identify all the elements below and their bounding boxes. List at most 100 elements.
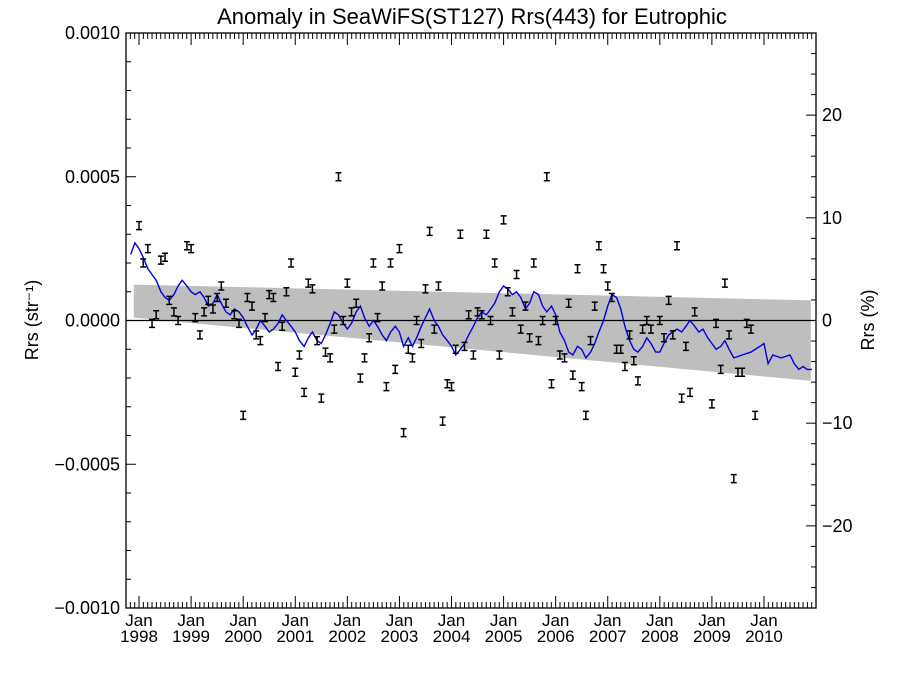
errorbar-point [236, 318, 243, 329]
errorbar-point [461, 341, 468, 352]
x-tick-month-label: Jan [490, 611, 517, 630]
errorbar-point [249, 301, 256, 311]
x-tick-month-label: Jan [229, 611, 256, 630]
y-left-tick-label: 0.0000 [65, 311, 120, 331]
errorbar-point [587, 335, 594, 346]
x-tick-month-label: Jan [282, 611, 309, 630]
x-tick-year-label: 2000 [224, 627, 262, 646]
errorbar-point [439, 416, 446, 426]
errorbar-point [253, 330, 260, 340]
x-tick-month-label: Jan [177, 611, 204, 630]
errorbar-point [621, 361, 628, 372]
errorbar-point [509, 307, 516, 317]
errorbar-point [153, 310, 160, 320]
errorbar-point [353, 298, 360, 308]
errorbar-point [370, 258, 377, 268]
errorbar-point [582, 410, 589, 421]
errorbar-point [387, 258, 394, 268]
errorbar-point [209, 304, 216, 314]
y-left-tick-label: −0.0005 [54, 454, 120, 474]
errorbar-point [504, 287, 511, 297]
errorbar-point [496, 350, 503, 360]
errorbar-point [630, 356, 637, 366]
x-tick-year-label: 1999 [172, 627, 210, 646]
x-tick-year-label: 2002 [328, 627, 366, 646]
errorbar-point [301, 387, 308, 398]
errorbar-point [752, 410, 759, 421]
errorbar-point [314, 335, 321, 346]
x-tick-year-label: 2008 [641, 627, 679, 646]
errorbar-point [739, 367, 746, 377]
errorbar-point [457, 229, 464, 239]
errorbar-point [222, 298, 229, 308]
y-right-tick-label: −20 [822, 516, 853, 536]
errorbar-point [331, 324, 338, 334]
x-tick-year-label: 2003 [381, 627, 419, 646]
x-tick-month-label: Jan [698, 611, 725, 630]
errorbar-point [431, 324, 438, 334]
x-tick-month-label: Jan [542, 611, 569, 630]
errorbar-layer [136, 172, 759, 484]
errorbar-point [340, 315, 347, 326]
x-tick-month-label: Jan [438, 611, 465, 630]
errorbar-point [747, 324, 754, 334]
errorbar-point [500, 215, 507, 225]
errorbar-point [413, 315, 420, 326]
y-right-tick-label: −10 [822, 413, 853, 433]
errorbar-point [201, 307, 208, 317]
errorbar-point [292, 367, 299, 377]
errorbar-point [682, 341, 689, 352]
errorbar-point [400, 427, 407, 438]
x-tick-month-label: Jan [594, 611, 621, 630]
errorbar-point [713, 318, 720, 329]
errorbar-point [357, 373, 364, 383]
errorbar-point [279, 321, 286, 331]
errorbar-point [240, 410, 247, 421]
errorbar-point [322, 347, 329, 357]
errorbar-point [270, 292, 277, 303]
y-axis-label-right: Rrs (%) [858, 290, 878, 351]
anomaly-line-layer [130, 241, 812, 371]
x-tick-year-label: 2010 [745, 627, 783, 646]
errorbar-point [535, 335, 542, 346]
x-tick-year-label: 2001 [276, 627, 314, 646]
errorbar-point [309, 284, 316, 294]
errorbar-point [604, 281, 611, 291]
errorbar-point [595, 241, 602, 251]
errorbar-point [379, 281, 386, 291]
errorbar-point [656, 315, 663, 326]
errorbar-point [530, 258, 537, 268]
errorbar-point [574, 264, 581, 274]
errorbar-point [396, 243, 403, 254]
x-tick-year-label: 2007 [589, 627, 627, 646]
errorbar-point [435, 281, 442, 291]
errorbar-point [617, 344, 624, 354]
errorbar-point [136, 220, 143, 231]
y-left-tick-label: 0.0005 [65, 167, 120, 187]
x-tick-month-label: Jan [334, 611, 361, 630]
errorbar-point [196, 330, 203, 340]
x-tick-month-label: Jan [646, 611, 673, 630]
errorbar-point [166, 295, 173, 306]
errorbar-point [665, 295, 672, 306]
y-left-tick-label: −0.0010 [54, 598, 120, 618]
x-tick-year-label: 2009 [693, 627, 731, 646]
errorbar-point [491, 258, 498, 268]
trend-band [133, 284, 811, 381]
y-right-tick-label: 20 [822, 105, 842, 125]
errorbar-point [687, 387, 694, 398]
errorbar-point [513, 269, 520, 280]
errorbar-point [188, 243, 195, 254]
errorbar-point [344, 278, 351, 288]
errorbar-point [556, 350, 563, 360]
errorbar-point [660, 333, 667, 343]
errorbar-point [526, 333, 533, 343]
errorbar-point [283, 287, 290, 297]
errorbar-point [335, 172, 342, 182]
errorbar-point [669, 330, 676, 340]
y-right-tick-label: 0 [822, 311, 832, 331]
errorbar-point [144, 243, 151, 254]
y-left-tick-label: 0.0010 [65, 23, 120, 43]
errorbar-point [288, 258, 295, 268]
